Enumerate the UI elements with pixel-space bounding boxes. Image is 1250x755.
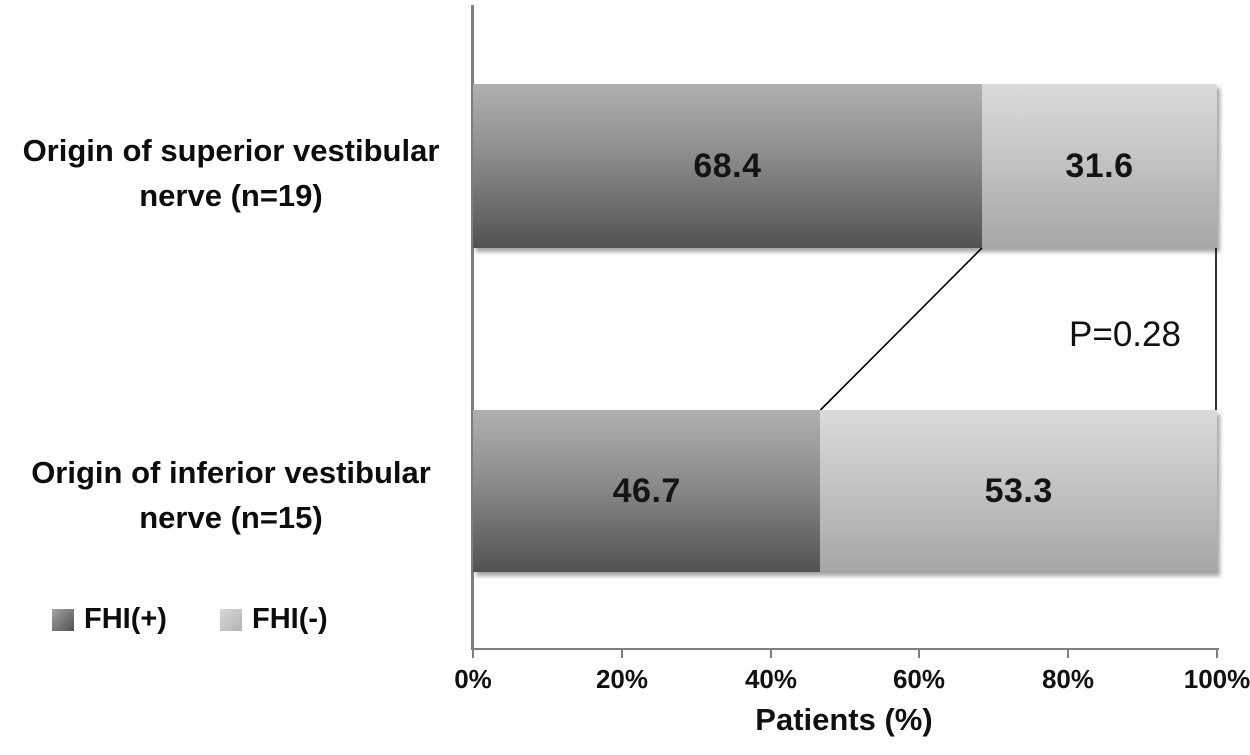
legend-label: FHI(-) [252,603,328,635]
segment-value-label: 31.6 [1065,146,1134,185]
x-tick-40 [770,650,772,658]
bar-segment-fhi-negative: 31.6 [981,84,1217,248]
x-axis-title: Patients (%) [755,702,933,737]
legend-item-fhi-negative: FHI(-) [220,603,328,636]
category-label-line: nerve (n=15) [139,500,323,535]
bar-inferior-vestibular: 46.7 53.3 [473,410,1217,572]
x-tick-0 [472,650,474,658]
x-axis-line [471,648,1219,650]
segment-value-label: 46.7 [612,471,681,510]
x-tick-label: 100% [1183,664,1250,694]
category-label-line: Origin of inferior vestibular [31,455,431,490]
category-label-line: Origin of superior vestibular [22,133,440,168]
bar-superior-vestibular: 68.4 31.6 [473,84,1217,248]
category-label-inferior: Origin of inferior vestibular nerve (n=1… [0,450,462,540]
bar-segment-fhi-negative: 53.3 [820,410,1217,572]
y-axis-line [471,5,474,650]
bar-segment-fhi-positive: 68.4 [473,84,982,248]
connector-diagonal-line [819,247,983,411]
legend-label: FHI(+) [84,603,167,635]
legend-swatch-fhi-positive-icon [52,608,74,631]
x-tick-label: 60% [892,664,946,694]
x-tick-label: 0% [454,664,492,694]
legend-swatch-fhi-negative-icon [220,608,242,631]
category-label-superior: Origin of superior vestibular nerve (n=1… [0,128,462,218]
p-value-annotation: P=0.28 [1069,315,1181,354]
x-tick-label: 20% [595,664,649,694]
legend-item-fhi-positive: FHI(+) [52,603,167,636]
segment-value-label: 53.3 [984,471,1053,510]
segment-value-label: 68.4 [693,146,762,185]
x-tick-60 [918,650,920,658]
category-label-line: nerve (n=19) [139,178,323,213]
x-tick-100 [1216,650,1218,658]
x-tick-80 [1067,650,1069,658]
x-tick-label: 40% [744,664,798,694]
x-tick-label: 80% [1041,664,1095,694]
x-tick-20 [621,650,623,658]
bar-segment-fhi-positive: 46.7 [473,410,821,572]
